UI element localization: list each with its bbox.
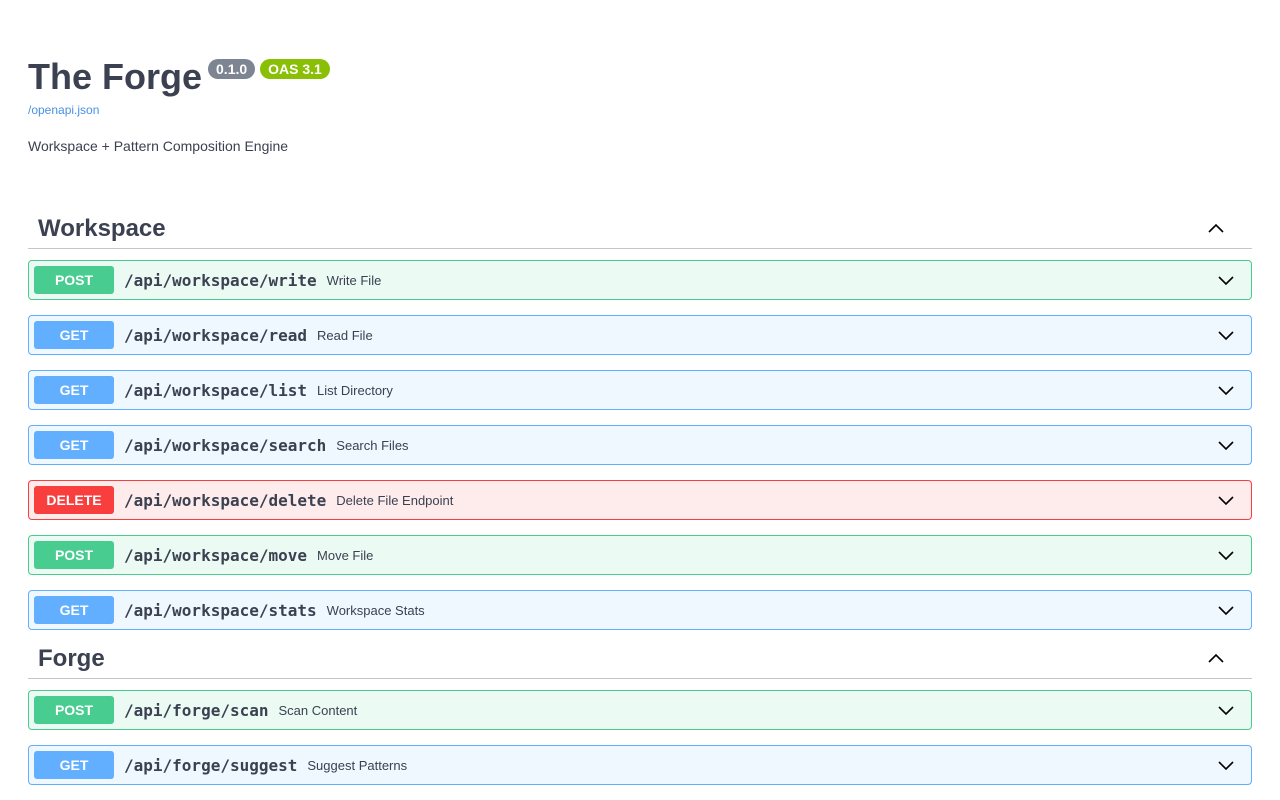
version-badge: 0.1.0	[208, 59, 256, 79]
tag-name: Workspace	[38, 214, 166, 242]
operation-get-search[interactable]: GET /api/workspace/search Search Files	[28, 425, 1252, 465]
operation-summary: Read File	[317, 327, 373, 343]
operation-post-scan[interactable]: POST /api/forge/scan Scan Content	[28, 690, 1252, 730]
chevron-down-icon[interactable]	[1216, 435, 1236, 455]
operation-get-list[interactable]: GET /api/workspace/list List Directory	[28, 370, 1252, 410]
chevron-down-icon[interactable]	[1216, 380, 1236, 400]
method-badge: GET	[34, 431, 114, 459]
api-title: The Forge	[28, 56, 203, 97]
method-badge: GET	[34, 751, 114, 779]
chevron-down-icon[interactable]	[1216, 545, 1236, 565]
method-badge: DELETE	[34, 486, 114, 514]
chevron-up-icon[interactable]	[1206, 649, 1226, 669]
operation-path: /api/workspace/read	[124, 325, 308, 345]
operation-get-read[interactable]: GET /api/workspace/read Read File	[28, 315, 1252, 355]
tag-name: Forge	[38, 644, 105, 672]
operation-summary: Move File	[317, 547, 374, 563]
chevron-down-icon[interactable]	[1216, 600, 1236, 620]
openapi-json-link[interactable]: /openapi.json	[28, 103, 100, 117]
operation-path: /api/workspace/delete	[124, 490, 327, 510]
chevron-down-icon[interactable]	[1216, 270, 1236, 290]
chevron-up-icon[interactable]	[1206, 219, 1226, 239]
operation-summary: List Directory	[317, 382, 393, 398]
operation-post-move[interactable]: POST /api/workspace/move Move File	[28, 535, 1252, 575]
operation-summary: Workspace Stats	[326, 602, 425, 618]
operation-path: /api/workspace/search	[124, 435, 327, 455]
operation-post-write[interactable]: POST /api/workspace/write Write File	[28, 260, 1252, 300]
operation-delete-delete[interactable]: DELETE /api/workspace/delete Delete File…	[28, 480, 1252, 520]
operation-path: /api/workspace/stats	[124, 600, 317, 620]
oas-badge: OAS 3.1	[260, 59, 330, 79]
method-badge: GET	[34, 321, 114, 349]
tag-header-workspace[interactable]: Workspace	[28, 209, 1252, 249]
operation-summary: Delete File Endpoint	[336, 492, 454, 508]
operation-path: /api/forge/suggest	[124, 755, 298, 775]
tag-header-forge[interactable]: Forge	[28, 639, 1252, 679]
operation-path: /api/forge/scan	[124, 700, 269, 720]
method-badge: POST	[34, 696, 114, 724]
method-badge: GET	[34, 376, 114, 404]
operation-path: /api/workspace/write	[124, 270, 317, 290]
operation-summary: Write File	[326, 272, 382, 288]
operation-path: /api/workspace/move	[124, 545, 308, 565]
api-title-row: The Forge 0.1.0 OAS 3.1	[28, 56, 330, 98]
chevron-down-icon[interactable]	[1216, 325, 1236, 345]
api-description: Workspace + Pattern Composition Engine	[28, 138, 289, 154]
operation-get-suggest[interactable]: GET /api/forge/suggest Suggest Patterns	[28, 745, 1252, 785]
operation-summary: Suggest Patterns	[307, 757, 408, 773]
chevron-down-icon[interactable]	[1216, 490, 1236, 510]
method-badge: POST	[34, 541, 114, 569]
operation-summary: Search Files	[336, 437, 409, 453]
method-badge: POST	[34, 266, 114, 294]
chevron-down-icon[interactable]	[1216, 755, 1236, 775]
method-badge: GET	[34, 596, 114, 624]
operation-summary: Scan Content	[278, 702, 358, 718]
operation-path: /api/workspace/list	[124, 380, 308, 400]
operation-get-stats[interactable]: GET /api/workspace/stats Workspace Stats	[28, 590, 1252, 630]
chevron-down-icon[interactable]	[1216, 700, 1236, 720]
